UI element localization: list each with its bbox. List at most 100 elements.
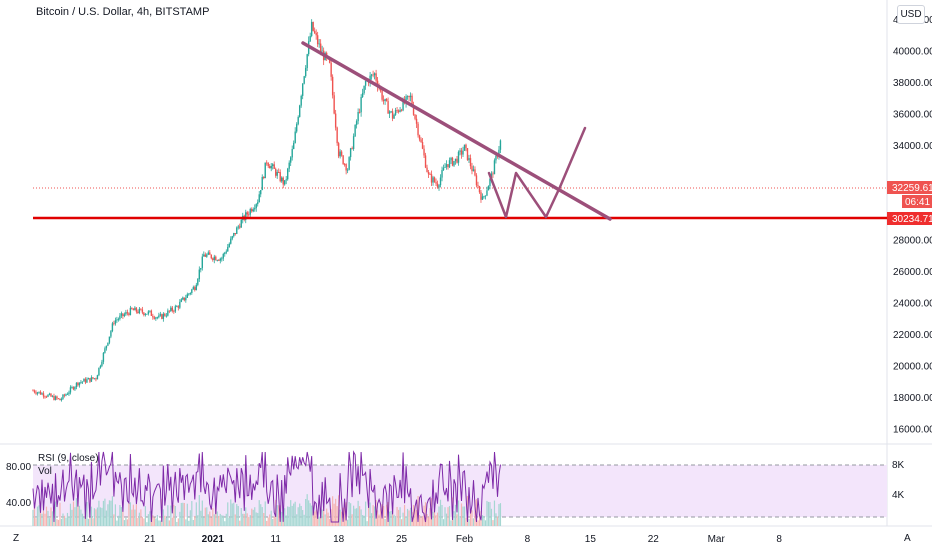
volume-bar: [493, 500, 496, 526]
volume-bar: [207, 514, 209, 526]
volume-bar: [204, 507, 206, 526]
candle-body: [445, 164, 448, 168]
volume-bar: [80, 509, 82, 526]
candle-body: [182, 297, 184, 300]
svg-text:06:41: 06:41: [905, 197, 930, 208]
volume-bar: [176, 521, 178, 526]
candle-body: [336, 127, 338, 144]
volume-bar: [496, 516, 499, 526]
volume-bar: [257, 512, 259, 526]
candle-body: [427, 172, 430, 175]
candle-body: [266, 162, 268, 164]
candle-body: [369, 75, 371, 84]
candle-body: [188, 293, 190, 295]
volume-bar: [66, 512, 69, 526]
timezone-button[interactable]: Z: [13, 533, 20, 544]
trendline[interactable]: [301, 41, 612, 221]
volume-bar: [72, 501, 75, 526]
volume-bar: [129, 502, 131, 526]
candle-body: [411, 95, 413, 106]
volume-bar: [351, 514, 353, 526]
candle-body: [478, 186, 481, 193]
candle-body: [316, 35, 319, 45]
volume-bar: [216, 511, 218, 526]
candle-body: [216, 260, 218, 261]
price-tick: 16000.00: [893, 424, 932, 435]
volume-bar: [406, 508, 409, 526]
volume-bar: [147, 514, 149, 526]
volume-bar: [218, 515, 220, 526]
candle-body: [364, 81, 367, 86]
volume-bar: [444, 507, 446, 526]
volume-bar: [484, 520, 487, 526]
candle-body: [438, 185, 440, 188]
candle-body: [448, 160, 451, 168]
candle-body: [281, 177, 283, 182]
volume-bar: [379, 508, 382, 526]
candle-body: [370, 74, 373, 76]
volume-bar: [417, 495, 419, 526]
volume-bar: [231, 503, 233, 526]
candle-body: [245, 212, 247, 220]
volume-bar: [41, 513, 43, 526]
volume-bar: [471, 510, 473, 526]
volume-bar: [456, 514, 458, 526]
volume-bar: [366, 521, 368, 526]
candle-body: [303, 76, 305, 84]
candle-body: [59, 398, 61, 401]
volume-bar: [397, 509, 400, 526]
candle-body: [114, 320, 117, 324]
volume-bar: [116, 520, 118, 526]
volume-bar: [114, 504, 117, 526]
volume-bar: [418, 514, 421, 526]
candle-body: [72, 387, 75, 390]
candle-body: [477, 185, 479, 187]
candle-body: [75, 382, 78, 387]
volume-bar: [269, 514, 271, 526]
volume-bar: [303, 514, 305, 526]
volume-bar: [185, 519, 187, 526]
volume-bar: [299, 503, 301, 526]
volume-bar: [120, 507, 122, 526]
candle-body: [212, 258, 214, 261]
currency-button[interactable]: USD: [897, 5, 925, 24]
candle-body: [330, 62, 332, 77]
candle-body: [406, 95, 409, 97]
candle-body: [278, 172, 280, 173]
volume-bar: [354, 508, 356, 526]
volume-bar: [162, 509, 164, 526]
candle-body: [159, 314, 162, 316]
candle-body: [84, 378, 87, 383]
candle-body: [456, 158, 458, 163]
volume-bar: [288, 506, 290, 526]
volume-bar: [320, 514, 322, 526]
candle-body: [44, 396, 46, 398]
candle-body: [426, 167, 428, 173]
candle-body: [396, 110, 398, 111]
candle-body: [252, 209, 254, 212]
candle-body: [361, 93, 364, 98]
volume-bar: [210, 517, 212, 526]
price-tick: 24000.00: [893, 298, 932, 309]
candle-body: [255, 204, 257, 209]
volume-bar: [152, 515, 154, 526]
candle-body: [297, 116, 299, 125]
volume-bar: [339, 509, 341, 526]
candle-body: [210, 254, 212, 259]
candle-body: [117, 318, 120, 320]
candle-body: [421, 142, 424, 149]
projection-path[interactable]: [487, 126, 587, 219]
volume-bar: [348, 502, 350, 526]
volume-bar: [357, 500, 359, 526]
auto-scale-button[interactable]: A: [904, 533, 911, 544]
volume-bar: [117, 515, 119, 526]
candle-body: [402, 99, 404, 111]
candle-body: [174, 306, 177, 312]
candle-body: [276, 172, 278, 176]
candle-body: [357, 111, 359, 122]
candle-body: [96, 375, 99, 380]
volume-bar: [113, 514, 115, 526]
volume-bar: [374, 506, 376, 526]
volume-bar: [159, 520, 161, 526]
